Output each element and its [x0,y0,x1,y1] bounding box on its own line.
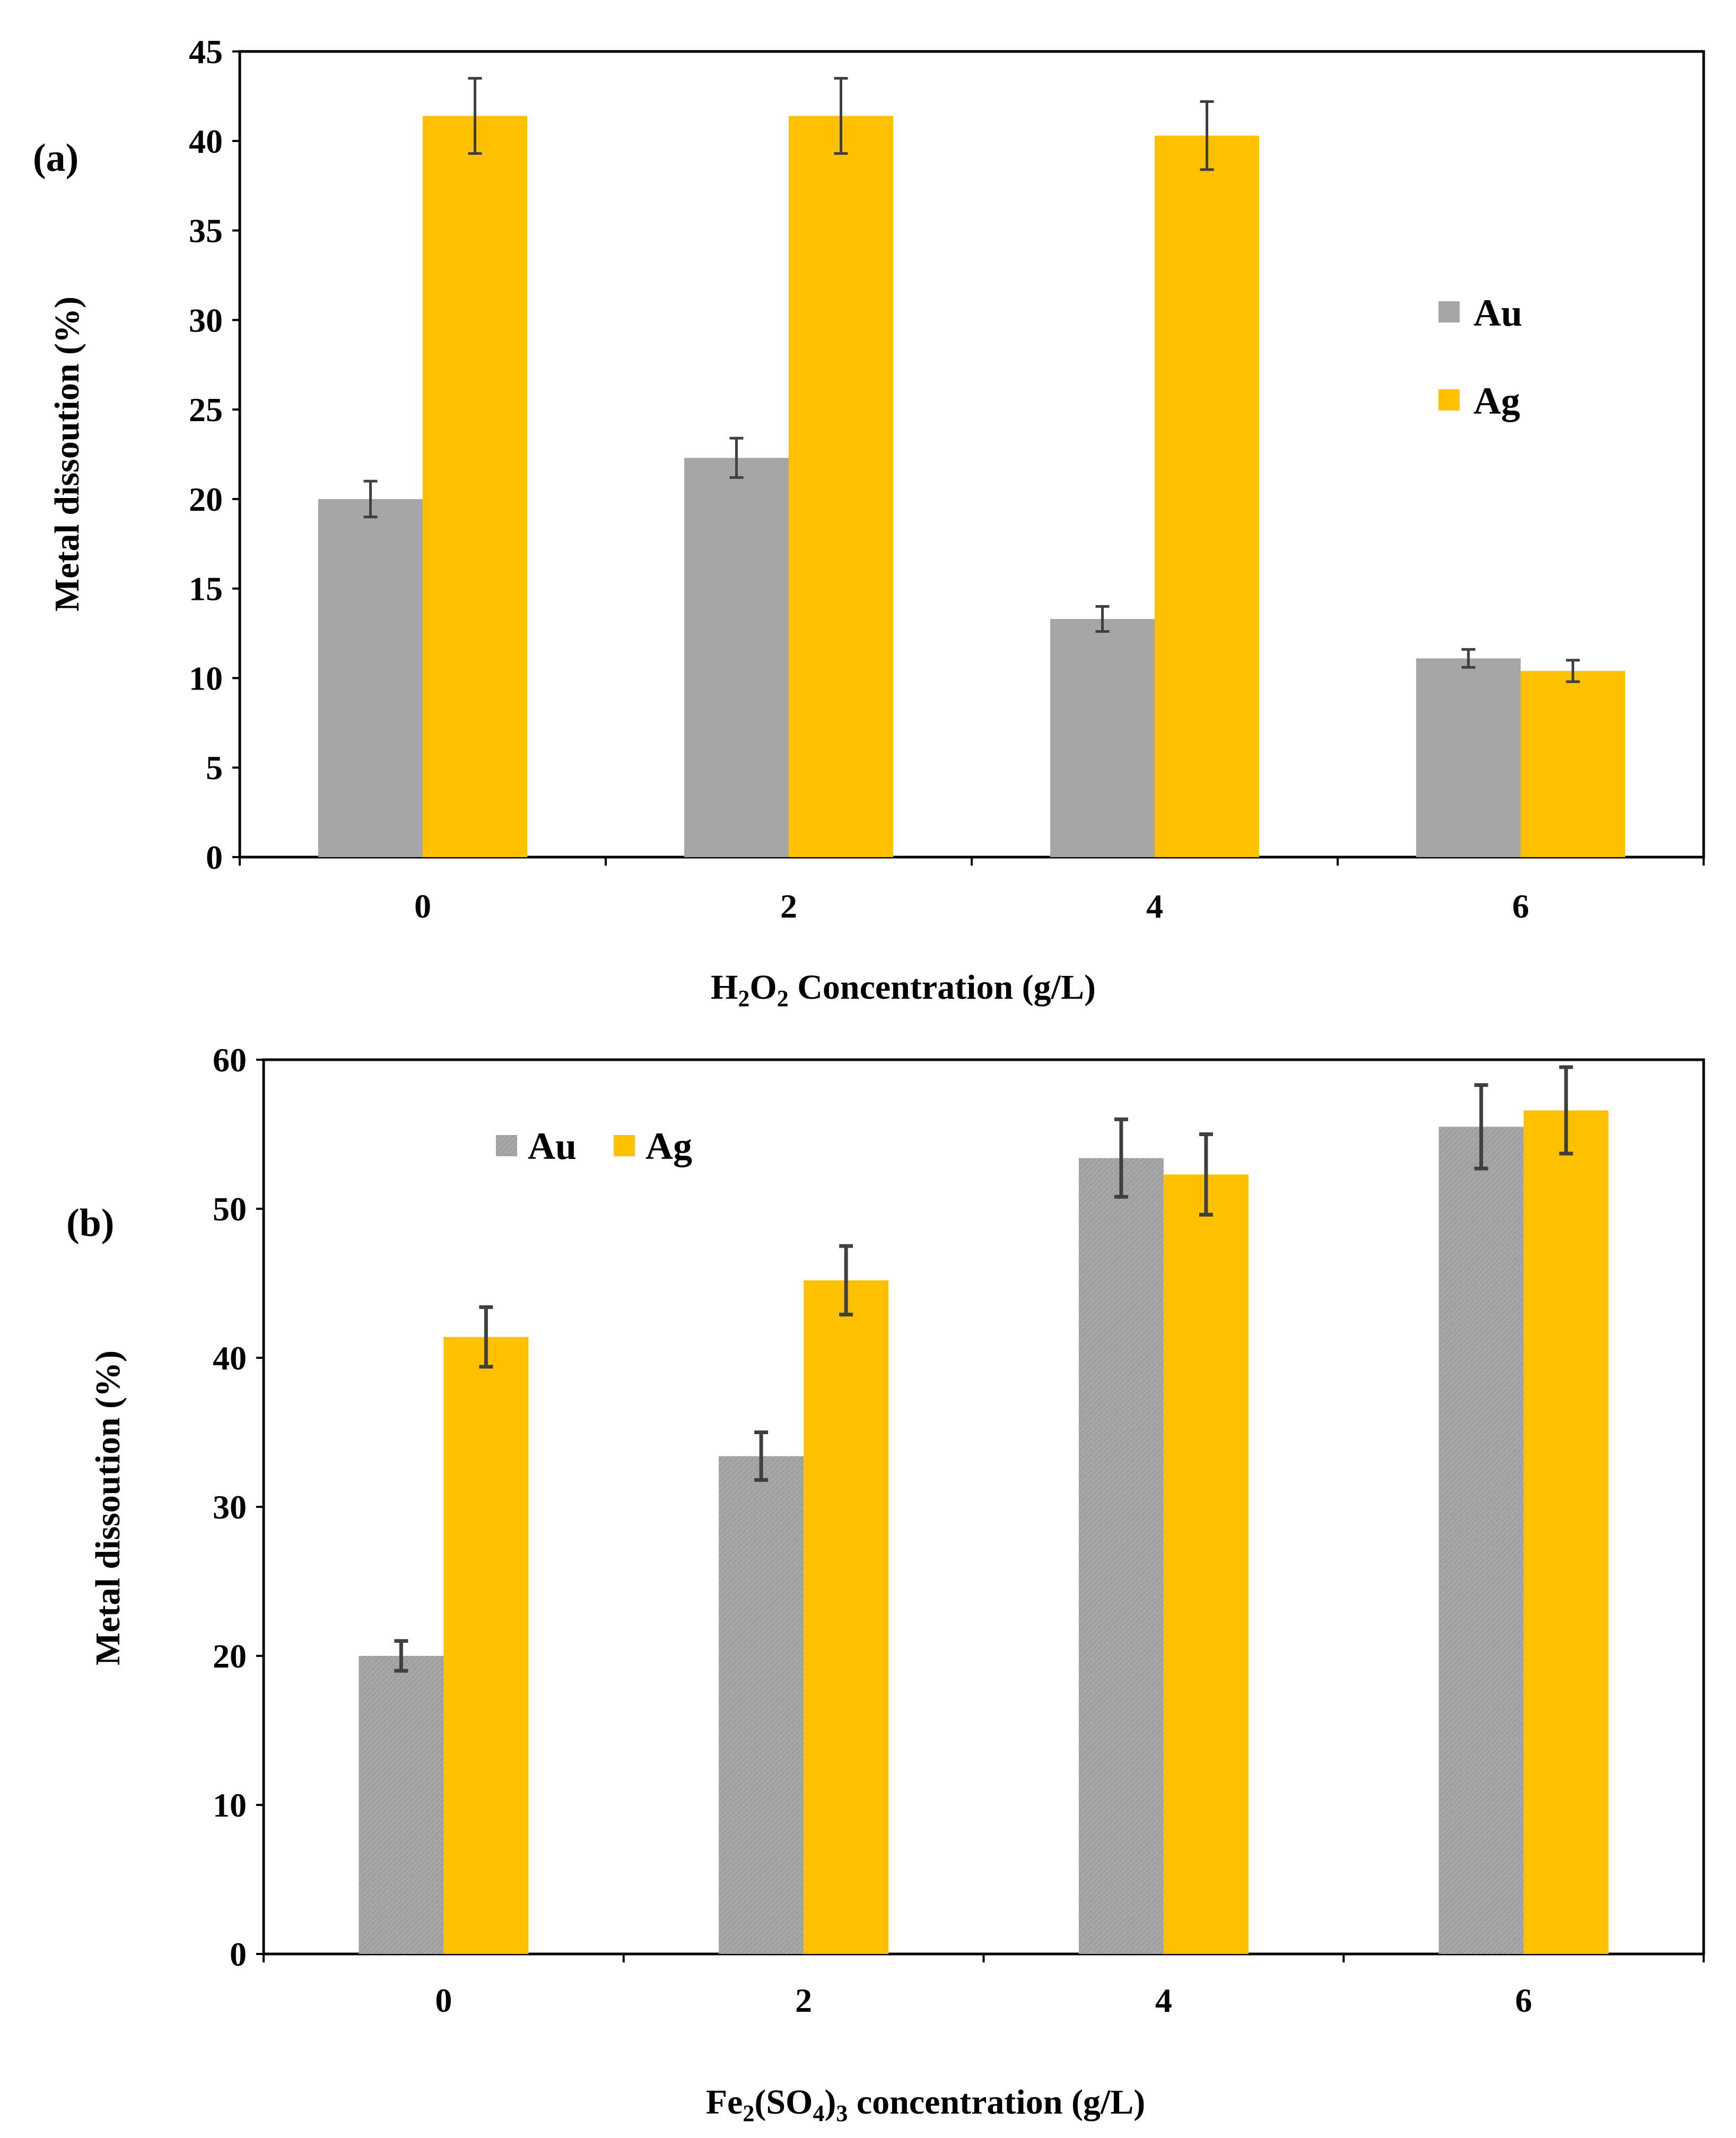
chart-a-x-tick-label: 6 [1512,887,1529,925]
chart-a-bar-ag-6 [1521,670,1625,857]
chart-a-x-ticks: 0 2 4 6 [239,857,1705,925]
legend-a-au-swatch [1438,301,1460,322]
chart-b-y-tick-label: 50 [213,1190,247,1228]
chart-b-legend: Au Ag [496,1125,692,1167]
legend-b-ag-swatch [614,1135,635,1156]
legend-a-au-label: Au [1473,292,1522,334]
chart-a-y-tick-label: 45 [189,33,223,71]
chart-b: 0 10 20 30 40 50 60 0 2 4 6 (b) Metal dissoution … [66,1041,1705,2126]
chart-a-y-tick-label: 5 [206,749,223,787]
chart-b-y-tick-label: 20 [213,1637,247,1675]
chart-a-bar-au-2 [684,458,789,857]
chart-b-bar-au-6 [1438,1127,1524,1954]
chart-a-y-tick-label: 40 [189,123,223,160]
chart-a-y-tick-label: 15 [189,570,223,608]
legend-b-ag-label: Ag [645,1125,692,1167]
chart-a-y-ticks: 0 5 10 15 20 25 30 35 40 45 [189,33,240,876]
chart-a-error-bar-ag-0 [468,77,482,155]
chart-b-error-bar-ag-0 [479,1305,493,1369]
chart-a-y-tick-label: 25 [189,391,223,429]
chart-b-x-tick-label: 2 [795,1982,812,2019]
chart-b-error-bar-au-4 [1114,1117,1128,1199]
chart-a-y-axis-title: Metal dissoution (%) [48,296,86,612]
chart-b-y-tick-label: 10 [213,1786,247,1824]
chart-a-error-bar-ag-4 [1200,100,1214,171]
chart-a-y-tick-label: 20 [189,481,223,518]
chart-a-x-axis-title: H2O2 Concentration (g/L) [711,968,1096,1011]
chart-b-error-bar-ag-6 [1559,1065,1573,1156]
chart-a-bar-ag-4 [1155,135,1259,857]
chart-a-error-bar-ag-6 [1566,659,1580,683]
chart-b-bars [359,1110,1609,1954]
chart-b-error-bars [394,1065,1573,1673]
legend-b-au-label: Au [528,1125,577,1167]
chart-a-error-bar-au-4 [1095,605,1110,633]
chart-b-x-tick-label: 4 [1155,1982,1172,2019]
chart-b-x-tick-label: 0 [435,1982,452,2019]
chart-a-legend: Au Ag [1438,292,1522,422]
chart-a-error-bars [363,77,1580,683]
chart-b-error-bar-au-2 [754,1430,769,1482]
chart-b-x-ticks: 0 2 4 6 [263,1954,1705,2019]
chart-a-x-tick-label: 0 [414,887,431,925]
legend-b-au-swatch [496,1135,517,1156]
chart-b-panel-label: (b) [66,1201,114,1245]
chart-b-bar-au-2 [719,1456,804,1954]
chart-b-bar-au-4 [1078,1158,1164,1954]
chart-a-bar-au-4 [1050,619,1155,857]
chart-b-error-bar-au-0 [394,1639,408,1673]
chart-b-bar-ag-6 [1523,1110,1609,1954]
chart-a-bar-au-0 [318,499,423,857]
chart-a-bars [318,116,1625,857]
chart-b-y-tick-label: 0 [230,1935,247,1973]
chart-b-error-bar-ag-2 [839,1244,853,1317]
chart-b-bar-ag-0 [443,1337,529,1954]
chart-a-y-tick-label: 10 [189,659,223,697]
chart-b-error-bar-ag-4 [1199,1132,1213,1217]
chart-b-x-tick-label: 6 [1515,1982,1532,2019]
chart-b-error-bar-au-6 [1474,1083,1488,1171]
chart-b-y-axis-title: Metal dissoution (%) [89,1350,127,1665]
chart-b-bar-ag-2 [804,1280,889,1954]
chart-a-bar-ag-2 [789,116,893,857]
chart-b-bar-ag-4 [1163,1174,1249,1954]
legend-a-ag-label: Ag [1473,380,1520,422]
chart-a-error-bar-ag-2 [834,77,848,155]
chart-a-bar-ag-0 [423,116,527,857]
legend-a-ag-swatch [1438,389,1460,411]
chart-a-error-bar-au-2 [729,437,744,479]
chart-b-x-axis-title: Fe2(SO4)3 concentration (g/L) [706,2083,1146,2126]
chart-b-bar-au-0 [359,1656,444,1954]
chart-a-error-bar-au-6 [1461,648,1476,669]
chart-a-error-bar-au-0 [363,479,378,519]
chart-a-x-tick-label: 2 [780,887,797,925]
chart-a-y-tick-label: 35 [189,212,223,250]
chart-a-panel-label: (a) [33,136,78,180]
chart-b-y-tick-label: 30 [213,1488,247,1526]
chart-a: 0 5 10 15 20 25 30 35 40 45 0 2 4 6 (a) Metal dissou… [33,33,1705,1011]
chart-b-y-tick-label: 60 [213,1041,247,1079]
chart-b-y-tick-label: 40 [213,1339,247,1377]
chart-b-y-ticks: 0 10 20 30 40 50 60 [213,1041,264,1973]
chart-a-x-tick-label: 4 [1146,887,1163,925]
chart-a-bar-au-6 [1416,658,1521,857]
chart-a-y-tick-label: 0 [206,839,223,876]
chart-a-y-tick-label: 30 [189,301,223,339]
